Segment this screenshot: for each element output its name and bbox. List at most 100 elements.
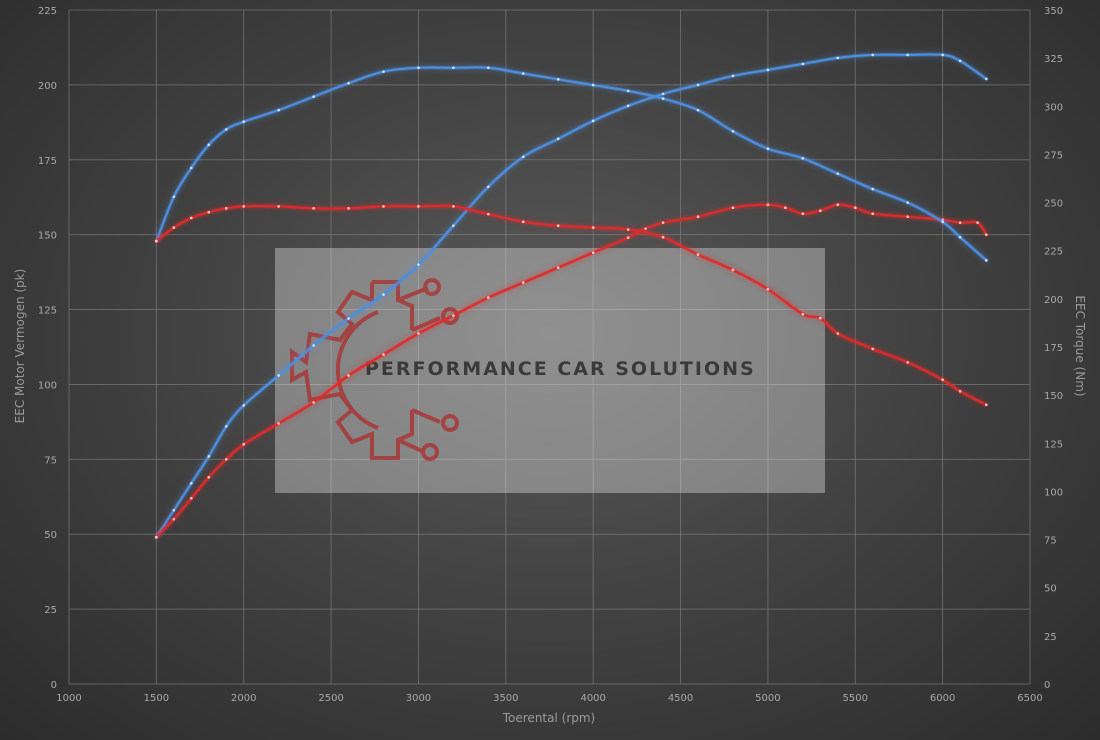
data-point [487, 212, 490, 216]
x-tick-label: 3000 [406, 693, 431, 704]
series-1 [154, 52, 989, 540]
data-point [312, 95, 315, 98]
data-point [417, 263, 420, 266]
data-point [906, 201, 909, 204]
data-point [207, 210, 211, 214]
y2-tick-label: 100 [1044, 487, 1063, 498]
data-point [382, 293, 385, 296]
data-point [242, 205, 246, 208]
y-axis-left-ticks: 0 25 50 75 100 125 150 175 200 225 [38, 6, 57, 691]
data-point [452, 224, 455, 227]
data-point [626, 89, 630, 93]
data-point [661, 235, 665, 239]
data-point [242, 404, 246, 407]
data-point [766, 287, 770, 291]
data-point [190, 216, 193, 220]
data-point [766, 147, 770, 150]
data-point [871, 53, 875, 57]
watermark: PERFORMANCE CAR SOLUTIONS [275, 248, 825, 493]
data-point [224, 207, 228, 210]
data-point [382, 205, 385, 208]
data-point [347, 374, 350, 377]
y-tick-label: 175 [38, 156, 57, 167]
x-tick-label: 2000 [231, 693, 256, 704]
data-point [836, 56, 840, 60]
data-point [819, 209, 822, 213]
data-point [347, 317, 350, 320]
data-point [591, 83, 595, 87]
data-point [731, 206, 735, 210]
data-point [958, 59, 962, 63]
series-group [154, 52, 989, 540]
data-point [766, 203, 770, 207]
data-point [696, 215, 700, 218]
data-point [452, 314, 455, 317]
y2-tick-label: 300 [1044, 102, 1063, 113]
y-tick-label: 150 [38, 231, 57, 242]
x-tick-label: 1000 [56, 693, 81, 704]
data-point [696, 253, 700, 256]
x-axis-ticks: 1000 1500 2000 2500 3000 3500 4000 4500 5000 5500… [56, 693, 1042, 704]
data-point [277, 422, 280, 425]
data-point [521, 220, 525, 224]
data-point [521, 72, 525, 75]
data-point [452, 205, 455, 208]
data-point [190, 166, 193, 170]
data-point [417, 332, 420, 335]
y-axis-left-title: EEC Motor Vermogen (pk) [13, 269, 27, 424]
y2-tick-label: 150 [1044, 391, 1063, 402]
data-point [242, 443, 246, 446]
data-point [731, 74, 735, 78]
data-point [906, 53, 909, 57]
data-point [941, 378, 944, 382]
data-point [207, 143, 211, 147]
data-point [487, 66, 490, 70]
x-tick-label: 5000 [755, 693, 780, 704]
x-tick-label: 2500 [318, 693, 343, 704]
data-point [976, 221, 979, 224]
data-point [172, 508, 176, 512]
data-point [452, 66, 455, 70]
watermark-text: PERFORMANCE CAR SOLUTIONS [365, 358, 756, 380]
y-tick-label: 225 [38, 6, 57, 17]
y-tick-label: 75 [44, 455, 57, 466]
data-point [696, 108, 700, 112]
y-tick-label: 0 [51, 680, 57, 691]
x-axis-title: Toerental (rpm) [502, 711, 595, 725]
data-point [312, 207, 315, 210]
data-point [207, 455, 211, 458]
y-tick-label: 100 [38, 380, 57, 391]
data-point [207, 476, 211, 479]
data-point [985, 77, 988, 81]
series-line [155, 53, 988, 539]
y2-tick-label: 350 [1044, 6, 1063, 17]
y-tick-label: 50 [44, 530, 57, 541]
data-point [591, 251, 595, 254]
data-point [556, 137, 560, 141]
data-point [985, 259, 988, 262]
data-point [626, 104, 630, 108]
data-point [836, 172, 840, 175]
data-point [224, 458, 228, 461]
data-point [801, 212, 805, 215]
data-point [521, 155, 525, 159]
y2-tick-label: 325 [1044, 54, 1063, 65]
x-tick-label: 4000 [580, 693, 605, 704]
data-point [591, 119, 595, 123]
series-line [155, 66, 988, 262]
y2-tick-label: 250 [1044, 199, 1063, 210]
data-point [487, 296, 490, 299]
data-point [801, 312, 805, 316]
watermark-panel [275, 248, 825, 493]
data-point [242, 120, 246, 123]
data-point [382, 353, 385, 356]
data-point [661, 92, 665, 96]
data-point [347, 81, 350, 85]
data-point [871, 212, 875, 215]
data-point [591, 226, 595, 229]
y2-tick-label: 175 [1044, 343, 1063, 354]
grid-lines [68, 9, 1031, 685]
data-point [155, 535, 158, 539]
data-point [696, 83, 700, 87]
data-point [190, 496, 193, 500]
